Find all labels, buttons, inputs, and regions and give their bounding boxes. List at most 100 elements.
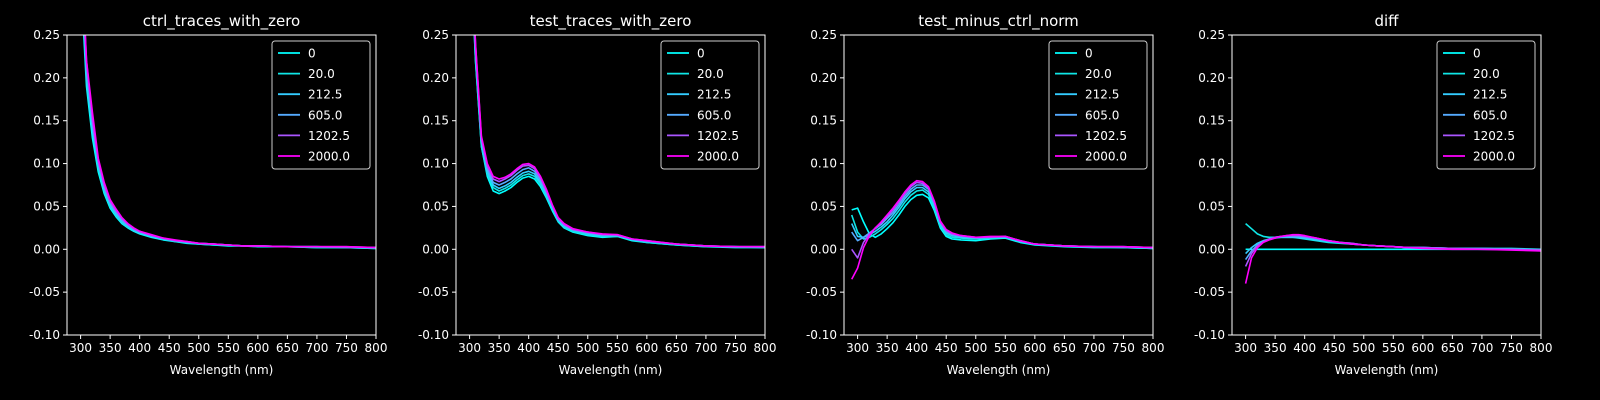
y-tick-label: 0.15 xyxy=(422,114,449,128)
series-line-2000.0 xyxy=(1244,233,1541,284)
x-tick-label: 300 xyxy=(846,341,869,355)
legend-label: 212.5 xyxy=(308,88,342,102)
y-tick-label: 0.00 xyxy=(1198,242,1225,256)
legend-label: 1202.5 xyxy=(697,129,739,143)
x-tick-label: 650 xyxy=(1441,341,1464,355)
x-tick-label: 450 xyxy=(935,341,958,355)
y-tick-label: 0.15 xyxy=(33,114,60,128)
series-line-2000.0 xyxy=(850,179,1153,280)
legend-label: 0 xyxy=(1085,47,1093,61)
plot-frame xyxy=(66,34,377,336)
legend-label: 605.0 xyxy=(1085,108,1119,122)
x-tick-label: 300 xyxy=(1234,341,1257,355)
x-tick-label: 650 xyxy=(665,341,688,355)
y-tick-label: 0.25 xyxy=(1198,28,1225,42)
legend-label: 0 xyxy=(697,47,705,61)
y-tick-label: 0.15 xyxy=(810,114,837,128)
y-tick-label: 0.10 xyxy=(810,157,837,171)
x-tick-label: 750 xyxy=(335,341,358,355)
x-tick-label: 650 xyxy=(276,341,299,355)
y-tick-label: 0.05 xyxy=(810,199,837,213)
x-tick-label: 450 xyxy=(1323,341,1346,355)
y-tick-label: -0.10 xyxy=(1194,328,1225,342)
legend-label: 2000.0 xyxy=(308,150,350,164)
y-tick-label: 0.20 xyxy=(33,71,60,85)
legend-label: 0 xyxy=(308,47,316,61)
legend-label: 212.5 xyxy=(1085,88,1119,102)
y-tick-label: -0.10 xyxy=(29,328,60,342)
x-tick-label: 350 xyxy=(99,341,122,355)
y-tick-label: 0.25 xyxy=(810,28,837,42)
chart-title: ctrl_traces_with_zero xyxy=(143,12,300,31)
y-tick-label: -0.10 xyxy=(806,328,837,342)
x-tick-label: 600 xyxy=(1411,341,1434,355)
legend-label: 2000.0 xyxy=(697,150,739,164)
chart-title: test_minus_ctrl_norm xyxy=(918,12,1079,31)
y-tick-label: -0.05 xyxy=(29,285,60,299)
x-tick-label: 400 xyxy=(1293,341,1316,355)
y-tick-label: 0.20 xyxy=(422,71,449,85)
y-tick-label: 0.25 xyxy=(422,28,449,42)
y-tick-label: 0.05 xyxy=(1198,199,1225,213)
legend-label: 20.0 xyxy=(1085,67,1112,81)
legend-label: 20.0 xyxy=(308,67,335,81)
x-tick-label: 700 xyxy=(1082,341,1105,355)
x-tick-label: 800 xyxy=(365,341,388,355)
legend-label: 1202.5 xyxy=(1473,129,1515,143)
x-tick-label: 500 xyxy=(964,341,987,355)
x-tick-label: 700 xyxy=(1470,341,1493,355)
chart-panel-1: ctrl_traces_with_zero Wavelength (nm) 300 3… xyxy=(29,12,388,377)
x-tick-label: 800 xyxy=(1142,341,1165,355)
series-group xyxy=(850,179,1153,280)
y-tick-label: -0.05 xyxy=(806,285,837,299)
x-tick-label: 750 xyxy=(1500,341,1523,355)
plot-frame xyxy=(1231,34,1542,336)
legend-label: 1202.5 xyxy=(1085,129,1127,143)
x-tick-label: 350 xyxy=(1264,341,1287,355)
y-tick-label: -0.05 xyxy=(1194,285,1225,299)
x-tick-label: 350 xyxy=(488,341,511,355)
legend-label: 212.5 xyxy=(697,88,731,102)
x-tick-label: 450 xyxy=(158,341,181,355)
y-tick-label: 0.00 xyxy=(33,242,60,256)
plot-frame xyxy=(455,34,766,336)
y-tick-label: 0.15 xyxy=(1198,114,1225,128)
x-tick-label: 400 xyxy=(517,341,540,355)
legend-label: 2000.0 xyxy=(1473,150,1515,164)
x-tick-label: 600 xyxy=(635,341,658,355)
x-tick-label: 400 xyxy=(905,341,928,355)
x-axis-label: Wavelength (nm) xyxy=(170,363,274,377)
x-axis-label: Wavelength (nm) xyxy=(559,363,663,377)
y-tick-label: -0.10 xyxy=(418,328,449,342)
y-tick-label: -0.05 xyxy=(418,285,449,299)
x-tick-label: 750 xyxy=(724,341,747,355)
legend-label: 605.0 xyxy=(697,108,731,122)
legend-label: 1202.5 xyxy=(308,129,350,143)
x-axis-label: Wavelength (nm) xyxy=(947,363,1051,377)
y-tick-label: 0.25 xyxy=(33,28,60,42)
legend-label: 0 xyxy=(1473,47,1481,61)
chart-panel-3: test_minus_ctrl_norm Wavelength (nm) 300 35… xyxy=(806,12,1165,377)
legend: 0 20.0 212.5 605.0 1202.5 2000.0 xyxy=(1048,40,1148,170)
x-tick-label: 550 xyxy=(1382,341,1405,355)
series-group xyxy=(82,35,376,250)
x-tick-label: 550 xyxy=(217,341,240,355)
chart-panel-2: test_traces_with_zero Wavelength (nm) 300 3… xyxy=(418,12,777,377)
y-tick-label: 0.10 xyxy=(422,157,449,171)
legend-label: 212.5 xyxy=(1473,88,1507,102)
x-tick-label: 700 xyxy=(305,341,328,355)
series-group xyxy=(473,35,765,249)
legend: 0 20.0 212.5 605.0 1202.5 2000.0 xyxy=(1436,40,1536,170)
x-tick-label: 700 xyxy=(694,341,717,355)
x-tick-label: 600 xyxy=(246,341,269,355)
x-tick-label: 400 xyxy=(128,341,151,355)
chart-panel-4: diff Wavelength (nm) 300 350 400 450 500 550 600… xyxy=(1194,12,1553,377)
x-tick-label: 450 xyxy=(547,341,570,355)
x-axis-label: Wavelength (nm) xyxy=(1335,363,1439,377)
x-tick-label: 750 xyxy=(1112,341,1135,355)
chart-title: diff xyxy=(1374,12,1399,30)
x-tick-label: 500 xyxy=(187,341,210,355)
x-tick-label: 300 xyxy=(458,341,481,355)
x-tick-label: 350 xyxy=(876,341,899,355)
